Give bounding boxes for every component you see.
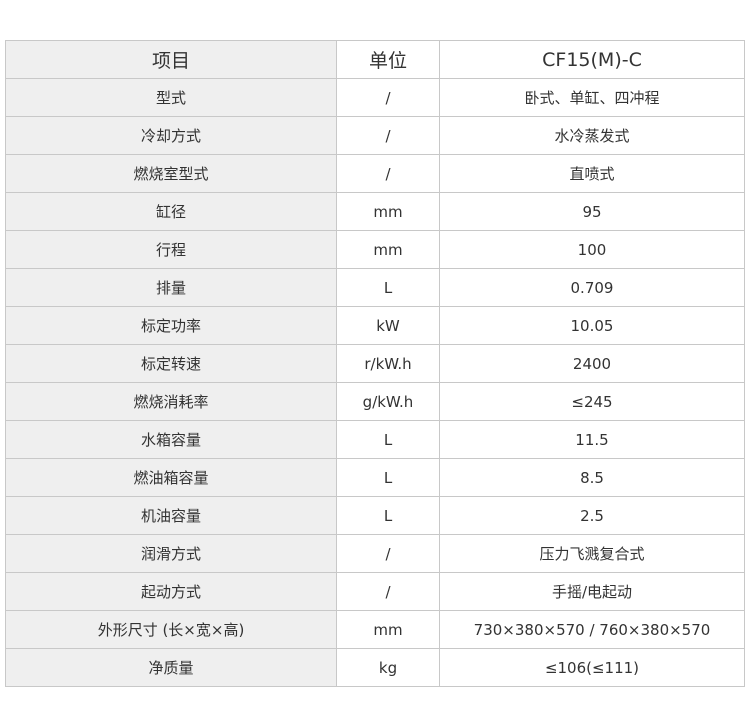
cell-item: 净质量 [5, 648, 337, 687]
cell-value: 0.709 [439, 268, 745, 307]
table-row: 起动方式 / 手摇/电起动 [5, 572, 745, 611]
cell-unit: / [336, 116, 440, 155]
table-row: 外形尺寸 (长×宽×高) mm 730×380×570 / 760×380×570 [5, 610, 745, 649]
table-row: 净质量 kg ≤106(≤111) [5, 648, 745, 687]
cell-value: 压力飞溅复合式 [439, 534, 745, 573]
table-row: 水箱容量 L 11.5 [5, 420, 745, 459]
cell-value: 11.5 [439, 420, 745, 459]
cell-value: 100 [439, 230, 745, 269]
cell-unit: r/kW.h [336, 344, 440, 383]
cell-unit: kW [336, 306, 440, 345]
cell-item: 标定转速 [5, 344, 337, 383]
table-row: 燃烧消耗率 g/kW.h ≤245 [5, 382, 745, 421]
table-row: 型式 / 卧式、单缸、四冲程 [5, 78, 745, 117]
header-item: 项目 [5, 40, 337, 79]
cell-unit: kg [336, 648, 440, 687]
cell-item: 行程 [5, 230, 337, 269]
cell-unit: g/kW.h [336, 382, 440, 421]
cell-unit: L [336, 420, 440, 459]
cell-item: 排量 [5, 268, 337, 307]
cell-item: 缸径 [5, 192, 337, 231]
spec-table: 项目 单位 CF15(M)-C 型式 / 卧式、单缸、四冲程 冷却方式 / 水冷蒸发式 燃烧… [5, 40, 745, 687]
cell-item: 起动方式 [5, 572, 337, 611]
cell-value: 8.5 [439, 458, 745, 497]
cell-unit: / [336, 154, 440, 193]
cell-unit: L [336, 268, 440, 307]
table-row: 缸径 mm 95 [5, 192, 745, 231]
cell-value: ≤106(≤111) [439, 648, 745, 687]
table-row: 标定转速 r/kW.h 2400 [5, 344, 745, 383]
cell-value: ≤245 [439, 382, 745, 421]
cell-unit: / [336, 78, 440, 117]
cell-value: 卧式、单缸、四冲程 [439, 78, 745, 117]
cell-value: 2.5 [439, 496, 745, 535]
cell-item: 型式 [5, 78, 337, 117]
header-model: CF15(M)-C [439, 40, 745, 79]
cell-item: 机油容量 [5, 496, 337, 535]
cell-unit: / [336, 534, 440, 573]
table-row: 燃烧室型式 / 直喷式 [5, 154, 745, 193]
cell-value: 95 [439, 192, 745, 231]
cell-unit: mm [336, 192, 440, 231]
table-row: 机油容量 L 2.5 [5, 496, 745, 535]
table-row: 燃油箱容量 L 8.5 [5, 458, 745, 497]
cell-value: 10.05 [439, 306, 745, 345]
table-row: 冷却方式 / 水冷蒸发式 [5, 116, 745, 155]
table-row: 润滑方式 / 压力飞溅复合式 [5, 534, 745, 573]
cell-value: 手摇/电起动 [439, 572, 745, 611]
cell-item: 燃油箱容量 [5, 458, 337, 497]
header-unit: 单位 [336, 40, 440, 79]
table-row: 标定功率 kW 10.05 [5, 306, 745, 345]
cell-value: 730×380×570 / 760×380×570 [439, 610, 745, 649]
cell-item: 燃烧室型式 [5, 154, 337, 193]
cell-value: 水冷蒸发式 [439, 116, 745, 155]
cell-item: 燃烧消耗率 [5, 382, 337, 421]
cell-unit: mm [336, 610, 440, 649]
cell-item: 润滑方式 [5, 534, 337, 573]
cell-item: 外形尺寸 (长×宽×高) [5, 610, 337, 649]
table-row: 排量 L 0.709 [5, 268, 745, 307]
cell-unit: / [336, 572, 440, 611]
cell-unit: L [336, 458, 440, 497]
cell-item: 水箱容量 [5, 420, 337, 459]
cell-value: 直喷式 [439, 154, 745, 193]
cell-item: 冷却方式 [5, 116, 337, 155]
cell-unit: mm [336, 230, 440, 269]
cell-value: 2400 [439, 344, 745, 383]
cell-unit: L [336, 496, 440, 535]
table-header-row: 项目 单位 CF15(M)-C [5, 40, 745, 79]
cell-item: 标定功率 [5, 306, 337, 345]
table-row: 行程 mm 100 [5, 230, 745, 269]
